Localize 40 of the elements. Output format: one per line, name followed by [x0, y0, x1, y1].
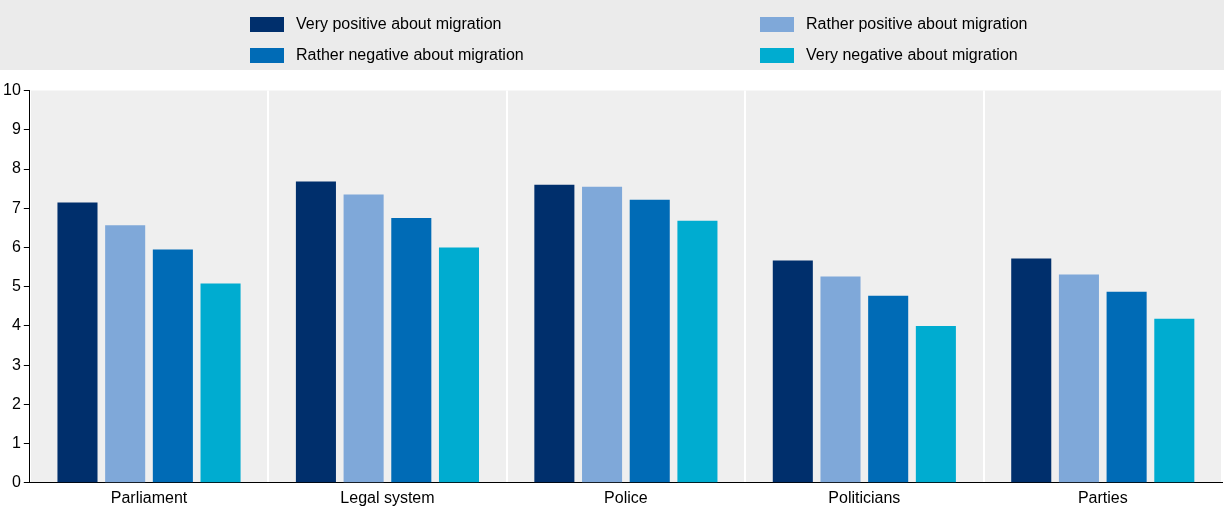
x-tick-label: Politicians	[828, 488, 901, 506]
bar	[772, 260, 813, 483]
legend-label: Rather negative about migration	[296, 46, 524, 64]
bar	[1011, 258, 1052, 483]
bar	[915, 325, 956, 483]
bar	[438, 247, 480, 483]
x-tick-label: Parties	[1077, 488, 1128, 506]
y-tick-label: 6	[11, 237, 21, 255]
y-tick-label: 1	[11, 433, 21, 451]
x-tick-label: Police	[604, 488, 648, 506]
legend-label: Very positive about migration	[296, 15, 502, 33]
bar	[152, 249, 193, 483]
bar	[391, 218, 432, 483]
y-tick-label: 4	[11, 316, 21, 334]
bar	[868, 295, 909, 483]
bar	[1058, 274, 1099, 483]
x-tick-label: Legal system	[340, 488, 435, 506]
y-tick-label: 2	[11, 394, 21, 412]
y-tick-label: 7	[11, 198, 21, 216]
bar	[1106, 291, 1147, 483]
legend-label: Very negative about migration	[806, 46, 1018, 64]
bar	[582, 186, 623, 483]
y-tick-label: 0	[11, 473, 21, 491]
bar	[343, 194, 384, 483]
y-tick-label: 5	[11, 277, 21, 295]
y-tick-label: 3	[11, 355, 21, 373]
x-tick-label: Parliament	[110, 488, 188, 506]
bar	[820, 276, 861, 483]
bar	[57, 202, 98, 483]
y-tick-label: 10	[3, 81, 21, 99]
bar	[629, 199, 670, 483]
bar	[200, 283, 241, 483]
y-tick-label: 8	[11, 159, 21, 177]
bar	[105, 225, 146, 483]
bar	[534, 184, 575, 483]
bar	[677, 220, 718, 483]
legend-label: Rather positive about migration	[806, 15, 1028, 33]
y-tick-label: 9	[11, 120, 21, 138]
bar	[295, 181, 336, 483]
bar	[1154, 318, 1195, 483]
